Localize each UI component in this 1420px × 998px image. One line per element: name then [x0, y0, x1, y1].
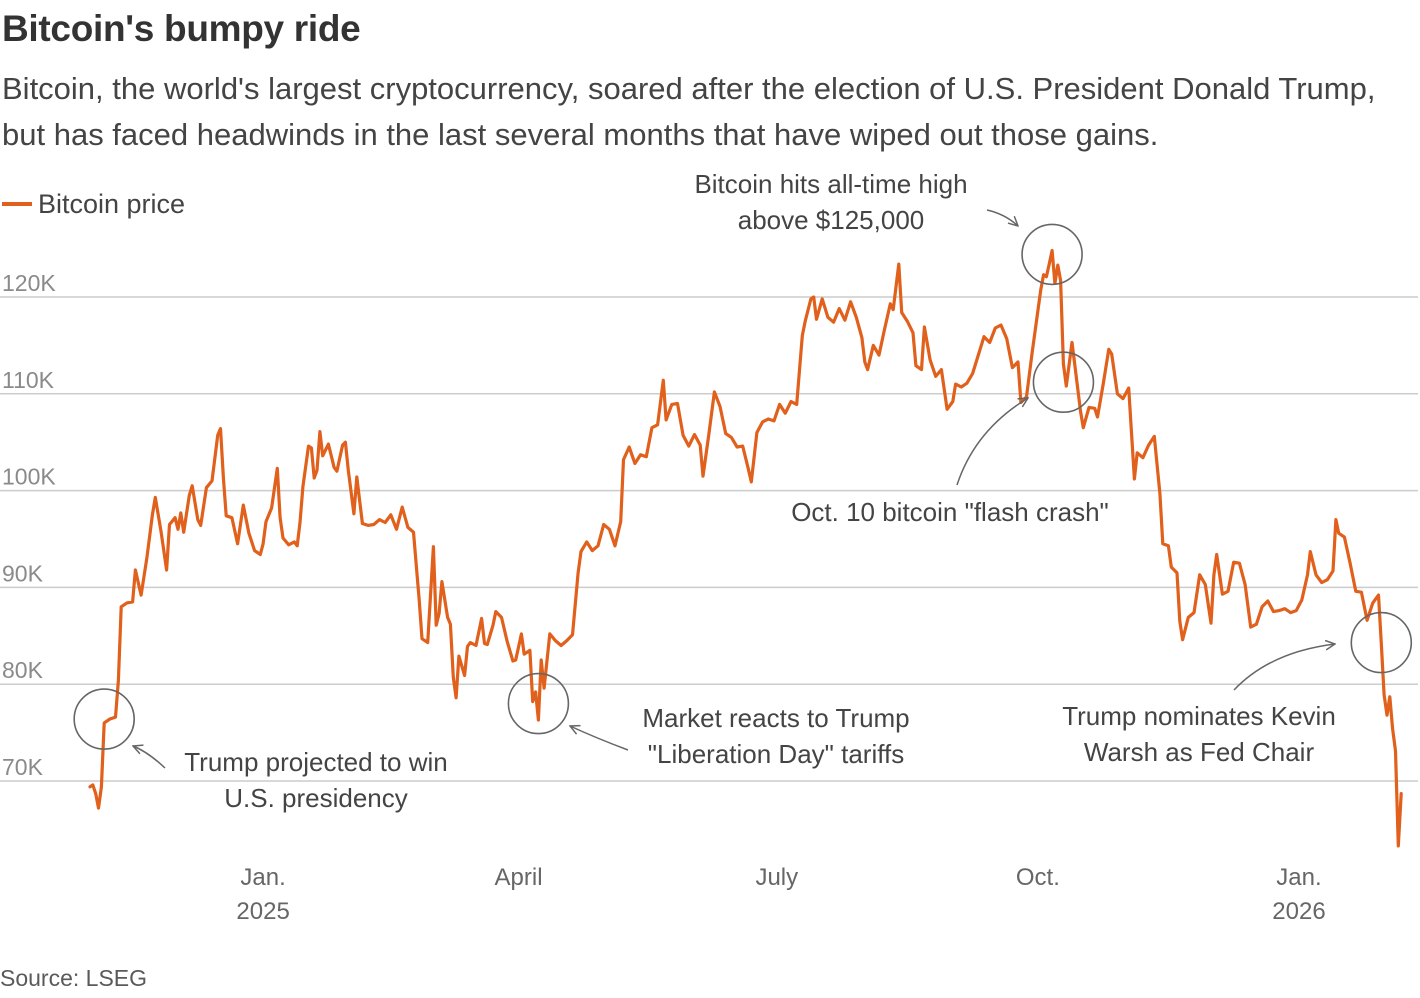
x-tick-label: April: [495, 864, 543, 891]
annotation-circle-election: [73, 688, 135, 750]
annotation-arrow-liberation-day: [570, 726, 629, 751]
annotation-label-all-time-high: above $125,000: [738, 205, 925, 235]
annotation-circle-warsh-nomination: [1350, 611, 1413, 674]
annotation-arrow-warsh-nomination: [1233, 644, 1335, 691]
annotation-arrow-all-time-high: [986, 209, 1018, 226]
x-tick-year-label: 2026: [1272, 898, 1325, 925]
x-tick-label: Jan.: [1276, 864, 1321, 891]
annotation-label-liberation-day: "Liberation Day" tariffs: [648, 739, 904, 769]
y-tick-label-120K: 120K: [2, 270, 56, 296]
x-tick-label: Jan.: [240, 864, 285, 891]
x-tick-label: Oct.: [1016, 864, 1060, 891]
annotation-label-warsh-nomination: Warsh as Fed Chair: [1084, 737, 1315, 767]
annotation-label-all-time-high: Bitcoin hits all-time high: [694, 169, 967, 199]
y-tick-label-100K: 100K: [2, 464, 56, 490]
y-tick-label-80K: 80K: [2, 657, 44, 683]
y-tick-label-110K: 110K: [2, 367, 55, 393]
bitcoin-price-chart: 70K 80K 90K 100K 110K 120K Jan. 2025 April July Oc…: [0, 169, 1418, 925]
bitcoin-price-line: [88, 248, 1403, 848]
annotation-arrow-flash-crash: [956, 398, 1028, 486]
annotation-label-election: U.S. presidency: [224, 783, 408, 813]
source-note: Source: LSEG: [0, 965, 148, 991]
y-tick-label-70K: 70K: [2, 754, 44, 780]
x-tick-year-label: 2025: [236, 898, 289, 925]
annotation-circle-all-time-high: [1021, 223, 1083, 286]
chart-subtitle: Bitcoin, the world's largest cryptocurre…: [2, 71, 1376, 152]
x-tick-label: July: [755, 864, 798, 891]
chart-title: Bitcoin's bumpy ride: [2, 8, 361, 49]
annotation-circle-flash-crash: [1032, 351, 1095, 413]
annotation-label-liberation-day: Market reacts to Trump: [642, 703, 909, 733]
legend-label: Bitcoin price: [38, 189, 185, 219]
annotation-arrow-election: [133, 746, 166, 769]
annotation-label-election: Trump projected to win: [184, 747, 447, 777]
y-tick-label-90K: 90K: [2, 560, 44, 586]
annotation-label-flash-crash: Oct. 10 bitcoin "flash crash": [791, 497, 1109, 527]
annotation-label-warsh-nomination: Trump nominates Kevin: [1062, 701, 1336, 731]
annotation-circle-liberation-day: [507, 672, 570, 735]
